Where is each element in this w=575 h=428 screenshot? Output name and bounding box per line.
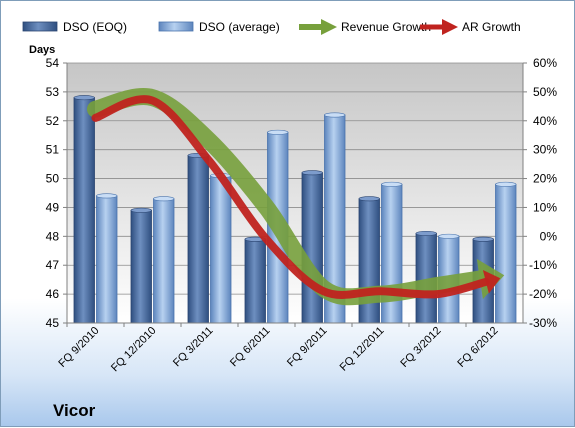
bars xyxy=(73,95,517,324)
growth-lines xyxy=(87,88,505,306)
x-tick-label: FQ 3/2011 xyxy=(171,325,216,370)
y2-tick-label: -20% xyxy=(529,287,557,301)
y-tick-label: 53 xyxy=(46,85,60,99)
bar-top xyxy=(495,181,517,187)
bar-top xyxy=(130,207,152,213)
y2-tick-label: 10% xyxy=(533,200,557,214)
legend-swatch-dso-average xyxy=(158,21,194,32)
legend-label: DSO (EOQ) xyxy=(63,20,127,34)
x-tick-label: FQ 12/2010 xyxy=(109,325,159,375)
bar-dso-average xyxy=(153,198,175,324)
y-tick-label: 45 xyxy=(46,316,60,330)
legend-label: AR Growth xyxy=(462,20,521,34)
bar-top xyxy=(358,196,380,202)
ar-growth-arrowhead xyxy=(482,270,501,294)
bar-dso-average xyxy=(96,195,118,324)
bar-top xyxy=(415,230,437,236)
company-name: Vicor xyxy=(53,401,96,420)
ar-growth-line xyxy=(91,95,490,299)
y-tick-label: 47 xyxy=(46,258,60,272)
y-axis-label: Days xyxy=(29,44,55,56)
bar-top xyxy=(472,236,494,242)
y2-tick-label: 0% xyxy=(540,229,558,243)
x-tick-label: FQ 6/2011 xyxy=(228,325,273,370)
bar-dso-eoq xyxy=(73,97,95,324)
y2-tick-label: 20% xyxy=(533,172,557,186)
y-axis-ticks: 45 46 47 48 49 50 51 52 53 54 xyxy=(46,56,67,330)
bar-dso-eoq xyxy=(301,172,323,324)
y2-tick-label: 40% xyxy=(533,114,557,128)
x-tick-label: FQ 9/2010 xyxy=(56,325,101,370)
x-tick-label: FQ 6/2012 xyxy=(455,325,500,370)
legend-arrowhead xyxy=(321,19,337,35)
y2-tick-label: 50% xyxy=(533,85,557,99)
bar-dso-eoq xyxy=(187,155,209,324)
y2-tick-label: 30% xyxy=(533,143,557,157)
y2-axis-ticks: -30% -20% -10% 0% 10% 20% 30% 40% 50% 60% xyxy=(523,56,557,330)
bar-top xyxy=(267,129,289,135)
y-tick-label: 50 xyxy=(46,172,60,186)
bar-dso-eoq xyxy=(130,209,152,324)
x-axis-ticks: FQ 9/2010 FQ 12/2010 FQ 3/2011 FQ 6/2011 FQ … xyxy=(56,323,501,375)
x-tick-label: FQ 3/2012 xyxy=(398,325,443,370)
y-tick-label: 48 xyxy=(46,229,60,243)
legend-arrowhead xyxy=(442,19,458,35)
bar-top xyxy=(438,233,460,239)
bar-top xyxy=(96,193,118,199)
bar-top xyxy=(153,196,175,202)
bar-top xyxy=(301,170,323,176)
y2-tick-label: -10% xyxy=(529,258,557,272)
bar-dso-average xyxy=(495,183,517,324)
y2-tick-label: -30% xyxy=(529,316,557,330)
y-tick-label: 46 xyxy=(46,287,60,301)
legend-swatch-dso-eoq xyxy=(22,21,58,32)
legend-label: Revenue Growth xyxy=(341,20,431,34)
bar-top xyxy=(73,95,95,101)
legend: DSO (EOQ) DSO (average) Revenue Growth AR G… xyxy=(22,19,521,35)
x-tick-label: FQ 12/2011 xyxy=(338,325,387,374)
y-tick-label: 49 xyxy=(46,200,60,214)
y-tick-label: 51 xyxy=(46,143,60,157)
x-tick-label: FQ 9/2011 xyxy=(285,325,330,370)
bar-dso-eoq xyxy=(244,238,266,324)
bar-dso-average xyxy=(210,175,232,324)
y-tick-label: 54 xyxy=(46,56,60,70)
legend-label: DSO (average) xyxy=(199,20,280,34)
y2-tick-label: 60% xyxy=(533,56,557,70)
bar-top xyxy=(381,181,403,187)
bar-top xyxy=(324,112,346,118)
y-tick-label: 52 xyxy=(46,114,60,128)
